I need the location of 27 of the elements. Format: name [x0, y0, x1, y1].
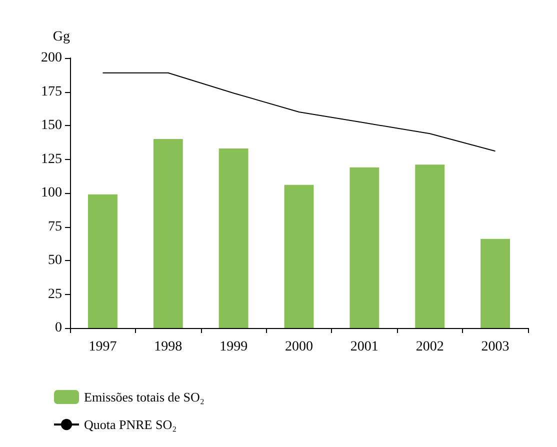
- y-tick-label: 100: [41, 186, 62, 200]
- bar: [218, 148, 248, 328]
- bar: [284, 184, 314, 328]
- x-tick-label: 2003: [481, 340, 510, 354]
- y-tick-label: 75: [48, 219, 62, 234]
- y-tick-label: 0: [55, 320, 62, 336]
- x-tick-label: 2000: [285, 340, 313, 354]
- x-tick-label: 1997: [88, 340, 117, 354]
- x-tick-label: 2001: [350, 340, 378, 354]
- bar: [480, 238, 510, 328]
- y-tick-label: 125: [41, 152, 62, 167]
- y-tick-label: 150: [41, 118, 62, 133]
- y-axis-title: Gg: [52, 30, 70, 44]
- legend-label: Emissões totais de SO₂: [84, 390, 204, 404]
- line-series: [102, 72, 496, 152]
- y-tick-label: 175: [41, 84, 62, 100]
- y-tick-label: 25: [48, 286, 62, 302]
- x-tick-label: 1998: [154, 340, 182, 354]
- x-tick-label: 2002: [416, 340, 444, 354]
- bar: [88, 194, 118, 328]
- legend-label: Quota PNRE SO₂: [84, 417, 177, 432]
- bar: [415, 164, 445, 328]
- y-tick-label: 50: [48, 253, 62, 268]
- x-tick-label: 1999: [220, 340, 248, 354]
- bar: [350, 167, 380, 328]
- y-tick-label: 200: [41, 50, 62, 66]
- bar: [153, 139, 183, 328]
